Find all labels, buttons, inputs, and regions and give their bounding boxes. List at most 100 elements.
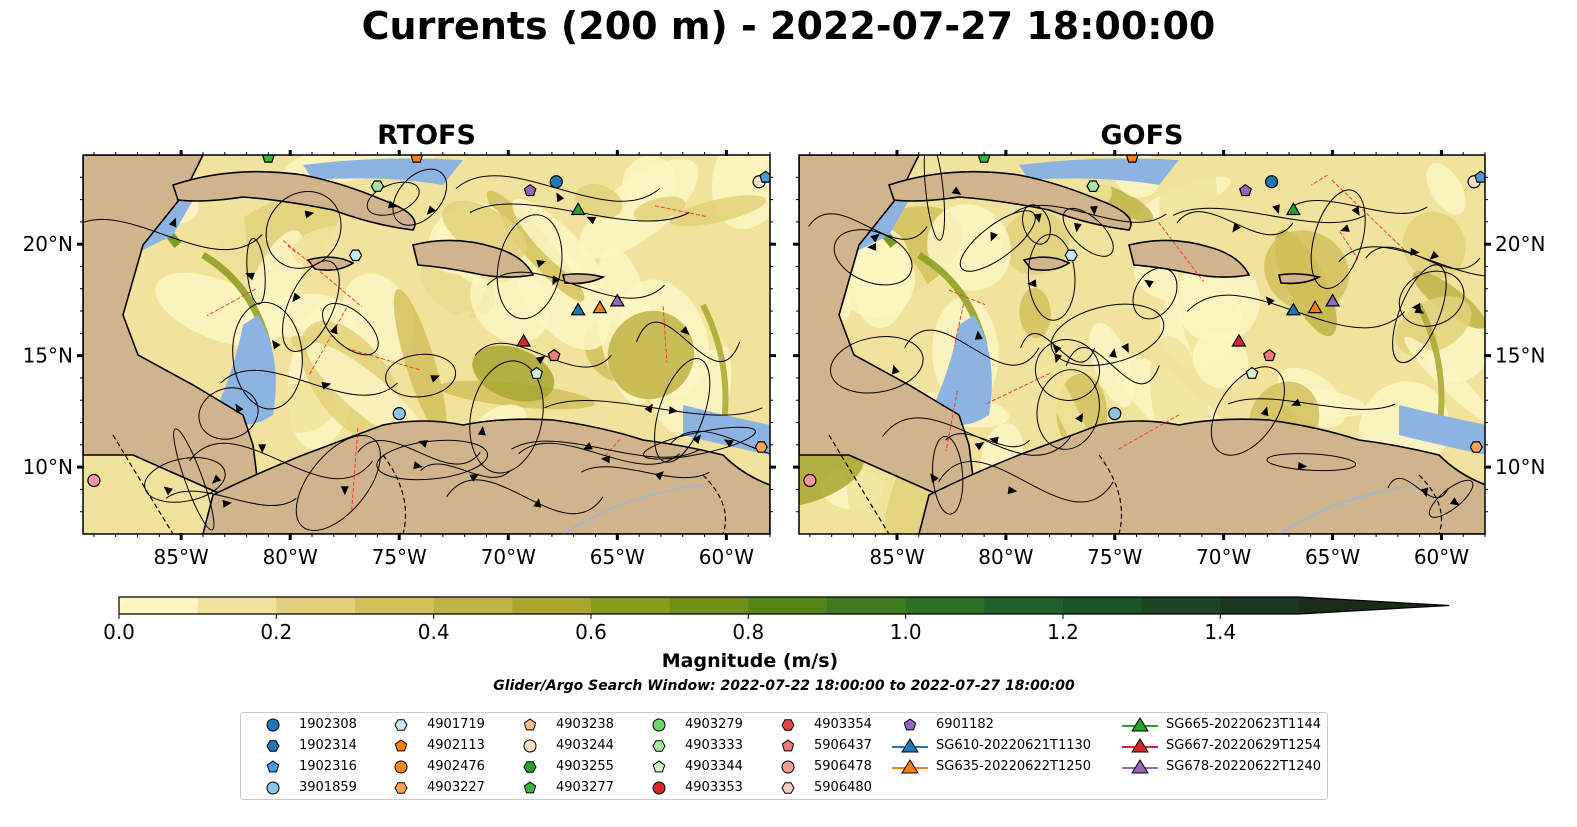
magnitude-patch bbox=[1175, 258, 1261, 344]
map-panel-rtofs bbox=[83, 155, 770, 534]
magnitude-patch bbox=[837, 240, 915, 319]
streamline bbox=[945, 433, 1031, 448]
streamline bbox=[1428, 479, 1474, 518]
legend-label: 5906480 bbox=[814, 780, 872, 795]
streamline-arrow bbox=[1297, 461, 1308, 470]
marker-5906478 bbox=[87, 473, 101, 488]
streamline-arrow bbox=[271, 339, 281, 350]
streamline-arrow bbox=[1265, 296, 1275, 306]
streamline-arrow bbox=[536, 259, 547, 268]
legend-label: 1902308 bbox=[299, 717, 357, 732]
streamline-arrow bbox=[1144, 279, 1154, 288]
streamline-arrow bbox=[1420, 487, 1429, 498]
streamline bbox=[486, 271, 665, 299]
colorbar-tick-label: 1.0 bbox=[890, 620, 922, 644]
streamline-arrow bbox=[304, 210, 315, 219]
streamline bbox=[469, 360, 544, 474]
legend-label: 4903277 bbox=[556, 780, 614, 795]
streamline-arrow bbox=[477, 426, 486, 436]
streamline-arrow bbox=[644, 403, 653, 414]
circle-marker-icon bbox=[652, 781, 666, 795]
marker-5906478 bbox=[803, 473, 817, 488]
streamline-arrow bbox=[974, 330, 983, 340]
legend-label: 3901859 bbox=[299, 780, 357, 795]
streamline bbox=[1062, 207, 1114, 257]
marker-4903333 bbox=[370, 180, 385, 192]
marker-3901859 bbox=[1108, 407, 1122, 421]
streamline bbox=[959, 210, 1036, 272]
eez-boundary bbox=[351, 427, 359, 510]
streamline bbox=[420, 463, 511, 478]
legend-label: 4902113 bbox=[427, 738, 485, 753]
lon-tick-label: 85°W bbox=[869, 545, 924, 569]
magnitude-patch bbox=[799, 440, 865, 508]
streamline-arrow bbox=[1108, 348, 1117, 358]
colorbar-segment bbox=[1220, 597, 1300, 614]
magnitude-patch bbox=[442, 200, 527, 262]
streamline-arrow bbox=[1075, 412, 1084, 423]
legend-label: 4903279 bbox=[685, 717, 743, 732]
colorbar-segment bbox=[905, 597, 985, 614]
lon-tick-label: 75°W bbox=[1087, 545, 1142, 569]
marker-6901182 bbox=[1238, 183, 1252, 197]
streamline bbox=[83, 218, 263, 251]
pentagon-marker-icon bbox=[781, 739, 795, 752]
eez-boundary bbox=[345, 347, 420, 371]
streamline bbox=[1050, 303, 1165, 367]
marker-4901719 bbox=[348, 249, 363, 262]
pentagon-marker-icon bbox=[394, 739, 408, 752]
streamline bbox=[544, 400, 763, 416]
marker-4901719 bbox=[1064, 249, 1078, 262]
lon-tick-label: 80°W bbox=[263, 545, 318, 569]
country-border bbox=[112, 434, 174, 534]
river bbox=[1278, 484, 1420, 534]
colorbar-segment bbox=[984, 597, 1064, 614]
colorbar-tick-label: 0.2 bbox=[260, 620, 292, 644]
streamline bbox=[1291, 199, 1428, 214]
hexagon-marker-icon bbox=[523, 761, 537, 773]
streamline-arrow bbox=[1052, 344, 1062, 354]
lon-tick-label: 75°W bbox=[372, 545, 427, 569]
streamline bbox=[144, 457, 226, 503]
streamline bbox=[1065, 347, 1160, 385]
search-window-text: Glider/Argo Search Window: 2022-07-22 18… bbox=[493, 678, 1075, 694]
streamline-arrow bbox=[1121, 343, 1129, 353]
circle-marker-icon bbox=[266, 718, 280, 732]
streamline-arrow bbox=[586, 216, 597, 225]
streamline bbox=[1132, 267, 1178, 320]
streamline bbox=[1034, 339, 1101, 401]
colorbar-segment bbox=[1141, 597, 1221, 614]
colorbar-segment bbox=[355, 597, 435, 614]
streamline-arrow bbox=[892, 364, 900, 375]
streamline-arrow bbox=[1033, 213, 1042, 223]
streamline bbox=[904, 329, 1040, 366]
streamline-arrow bbox=[430, 375, 440, 383]
streamline bbox=[1338, 246, 1485, 277]
eez-boundary bbox=[308, 307, 347, 376]
colorbar-tick-label: 1.4 bbox=[1204, 620, 1236, 644]
marker-SG667-20220629T1254 bbox=[516, 333, 532, 347]
magnitude-patch bbox=[393, 289, 447, 437]
legend-label: 4903255 bbox=[556, 759, 614, 774]
marker-SG610-20220621T1130 bbox=[1285, 302, 1301, 316]
streamline-arrow bbox=[387, 200, 398, 209]
streamline-arrow bbox=[1351, 206, 1360, 216]
eez-boundary bbox=[603, 438, 621, 459]
lon-tick-label: 60°W bbox=[699, 545, 754, 569]
eez-boundary bbox=[206, 288, 256, 317]
colorbar-segment bbox=[748, 597, 828, 614]
marker-SG678-20220622T1240 bbox=[1325, 293, 1341, 307]
eez-boundary bbox=[953, 304, 964, 347]
marker-4903333 bbox=[1086, 180, 1100, 192]
magnitude-patch bbox=[512, 198, 605, 289]
lon-tick-label: 65°W bbox=[1305, 545, 1360, 569]
legend-label: 1902316 bbox=[299, 759, 357, 774]
streamline bbox=[496, 214, 563, 320]
marker-5906437 bbox=[547, 348, 561, 362]
streamline bbox=[322, 302, 379, 356]
colorbar-tick-label: 0.0 bbox=[103, 620, 135, 644]
marker-SG665-20220623T1144 bbox=[570, 201, 586, 216]
streamline-arrow bbox=[469, 473, 480, 482]
marker-4903344 bbox=[1245, 366, 1259, 379]
